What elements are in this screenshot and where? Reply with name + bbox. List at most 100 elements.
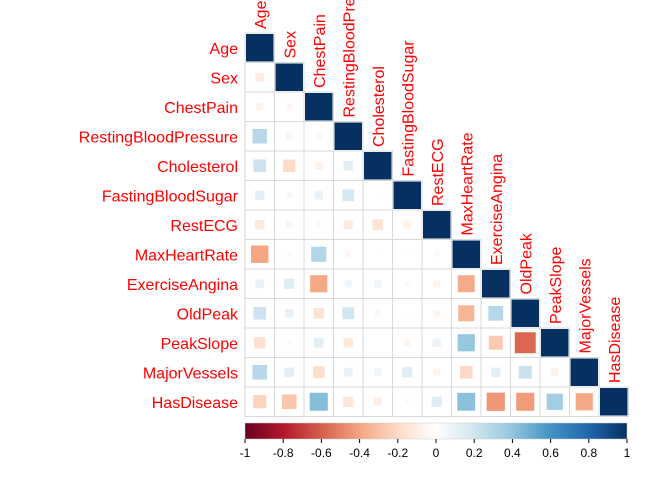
correlation-cell-peak-slope-max-heart-rate — [457, 334, 475, 352]
correlation-cell-has-disease-cholesterol — [373, 397, 382, 406]
correlation-cell-max-heart-rate-rest-ecg — [434, 251, 440, 257]
correlation-cell-major-vessels-peak-slope — [550, 368, 559, 377]
correlation-cell-rest-ecg-rest-ecg — [423, 211, 451, 239]
correlation-cell-old-peak-chest-pain — [313, 307, 325, 319]
correlation-cell-cholesterol-cholesterol — [364, 152, 392, 180]
row-label-exercise-angina: ExerciseAngina — [127, 277, 238, 294]
grid-cell — [598, 386, 629, 417]
correlation-cell-cholesterol-age — [253, 159, 267, 173]
correlation-cell-peak-slope-exercise-angina — [488, 335, 503, 350]
correlation-cell-has-disease-major-vessels — [575, 393, 593, 411]
correlation-cell-resting-blood-pressure-resting-blood-pressure — [334, 122, 362, 150]
column-label-major-vessels: MajorVessels — [577, 258, 594, 353]
correlation-cell-peak-slope-rest-ecg — [432, 338, 441, 347]
colorbar-tick-label: 0.8 — [580, 446, 597, 460]
row-label-sex: Sex — [210, 70, 238, 87]
correlation-cell-major-vessels-old-peak — [518, 365, 532, 379]
column-label-exercise-angina: ExerciseAngina — [489, 154, 506, 265]
correlation-cell-old-peak-exercise-angina — [488, 305, 504, 321]
correlation-cell-fasting-blood-sugar-fasting-blood-sugar — [393, 181, 421, 209]
correlation-cell-cholesterol-sex — [283, 159, 296, 172]
colorbar-tick-label: 1 — [624, 446, 631, 460]
correlation-cell-major-vessels-chest-pain — [312, 366, 325, 379]
correlation-cell-exercise-angina-max-heart-rate — [457, 275, 475, 293]
correlation-cell-old-peak-rest-ecg — [433, 309, 441, 317]
correlation-cell-exercise-angina-age — [255, 279, 265, 289]
correlation-cell-rest-ecg-resting-blood-pressure — [343, 220, 353, 230]
correlation-cell-rest-ecg-age — [254, 219, 265, 230]
correlation-cell-max-heart-rate-max-heart-rate — [452, 240, 480, 268]
row-label-peak-slope: PeakSlope — [161, 336, 238, 353]
correlation-cell-exercise-angina-cholesterol — [374, 280, 382, 288]
correlation-cell-major-vessels-sex — [284, 367, 295, 378]
correlation-cell-max-heart-rate-age — [251, 245, 269, 263]
correlation-cell-rest-ecg-cholesterol — [372, 219, 384, 231]
correlation-cell-has-disease-age — [253, 395, 267, 409]
colorbar-tick-label: 0 — [433, 446, 440, 460]
correlation-cell-has-disease-old-peak — [516, 392, 535, 411]
column-label-chest-pain: ChestPain — [312, 14, 329, 88]
correlation-cell-exercise-angina-exercise-angina — [482, 270, 510, 298]
correlation-cell-old-peak-cholesterol — [374, 310, 381, 317]
correlation-cell-exercise-angina-rest-ecg — [433, 280, 441, 288]
correlation-cell-peak-slope-resting-blood-pressure — [343, 337, 354, 348]
correlation-cell-old-peak-sex — [284, 308, 294, 318]
column-label-old-peak: OldPeak — [518, 232, 535, 294]
row-label-chest-pain: ChestPain — [164, 100, 238, 117]
colorbar-tick-label: -0.6 — [311, 446, 332, 460]
row-label-fasting-blood-sugar: FastingBloodSugar — [102, 188, 239, 205]
correlation-cell-peak-slope-sex — [286, 340, 292, 346]
column-label-rest-ecg: RestECG — [430, 138, 447, 206]
correlation-cell-has-disease-max-heart-rate — [457, 392, 476, 411]
row-label-rest-ecg: RestECG — [170, 218, 238, 235]
correlation-cell-peak-slope-peak-slope — [541, 329, 569, 357]
correlation-cell-old-peak-max-heart-rate — [458, 305, 475, 322]
colorbar-tick-label: 0.6 — [542, 446, 559, 460]
grid-layer — [244, 32, 629, 417]
correlation-cell-major-vessels-cholesterol — [374, 368, 382, 376]
column-label-age: Age — [253, 0, 270, 29]
correlation-cell-fasting-blood-sugar-sex — [286, 192, 293, 199]
correlation-cell-exercise-angina-sex — [284, 278, 295, 289]
column-label-sex: Sex — [282, 31, 299, 59]
correlation-cell-has-disease-chest-pain — [309, 392, 328, 411]
correlation-cell-resting-blood-pressure-chest-pain — [315, 133, 322, 140]
correlation-cell-major-vessels-major-vessels — [570, 358, 598, 386]
column-label-peak-slope: PeakSlope — [548, 247, 565, 324]
row-label-cholesterol: Cholesterol — [157, 159, 238, 176]
colorbar: -1 -0.8 -0.6 -0.4 -0.2 0 0.2 0.4 0.6 0.8 1 — [240, 422, 631, 460]
correlation-cell-max-heart-rate-cholesterol — [376, 252, 380, 256]
correlation-cell-major-vessels-fasting-blood-sugar — [402, 367, 413, 378]
column-label-cholesterol: Cholesterol — [371, 66, 388, 147]
correlation-cell-major-vessels-resting-blood-pressure — [343, 367, 353, 377]
correlation-cell-max-heart-rate-fasting-blood-sugar — [405, 252, 409, 256]
correlation-cell-max-heart-rate-resting-blood-pressure — [345, 251, 352, 258]
row-label-resting-blood-pressure: RestingBloodPressure — [79, 129, 238, 146]
correlation-cell-old-peak-age — [253, 306, 267, 320]
colorbar-tick-label: -0.2 — [387, 446, 408, 460]
correlation-cell-fasting-blood-sugar-age — [254, 190, 265, 201]
correlation-cell-sex-age — [255, 72, 265, 82]
correlation-cell-major-vessels-rest-ecg — [433, 368, 441, 376]
correlation-cell-chest-pain-chest-pain — [305, 93, 333, 121]
correlation-cell-age-age — [246, 34, 274, 62]
correlation-cell-old-peak-old-peak — [511, 299, 539, 327]
correlation-cell-has-disease-has-disease — [600, 388, 628, 416]
colorbar-tick-label: -0.8 — [273, 446, 294, 460]
correlation-cell-exercise-angina-chest-pain — [310, 275, 328, 293]
colorbar-tick-label: -0.4 — [349, 446, 370, 460]
correlation-cell-max-heart-rate-chest-pain — [311, 246, 327, 262]
correlation-cell-rest-ecg-chest-pain — [316, 222, 322, 228]
correlation-cell-peak-slope-old-peak — [514, 332, 536, 354]
colorbar-tick-label: 0.4 — [504, 446, 521, 460]
column-labels: Age Sex ChestPain RestingBloodPressure Chole… — [253, 0, 624, 383]
correlation-cell-peak-slope-fasting-blood-sugar — [403, 339, 411, 347]
row-label-major-vessels: MajorVessels — [143, 365, 238, 382]
correlation-cell-major-vessels-age — [252, 364, 268, 380]
correlation-cell-exercise-angina-fasting-blood-sugar — [404, 281, 410, 287]
grid-cell — [362, 327, 393, 358]
row-label-max-heart-rate: MaxHeartRate — [135, 247, 238, 264]
correlation-cell-major-vessels-max-heart-rate — [459, 365, 473, 379]
